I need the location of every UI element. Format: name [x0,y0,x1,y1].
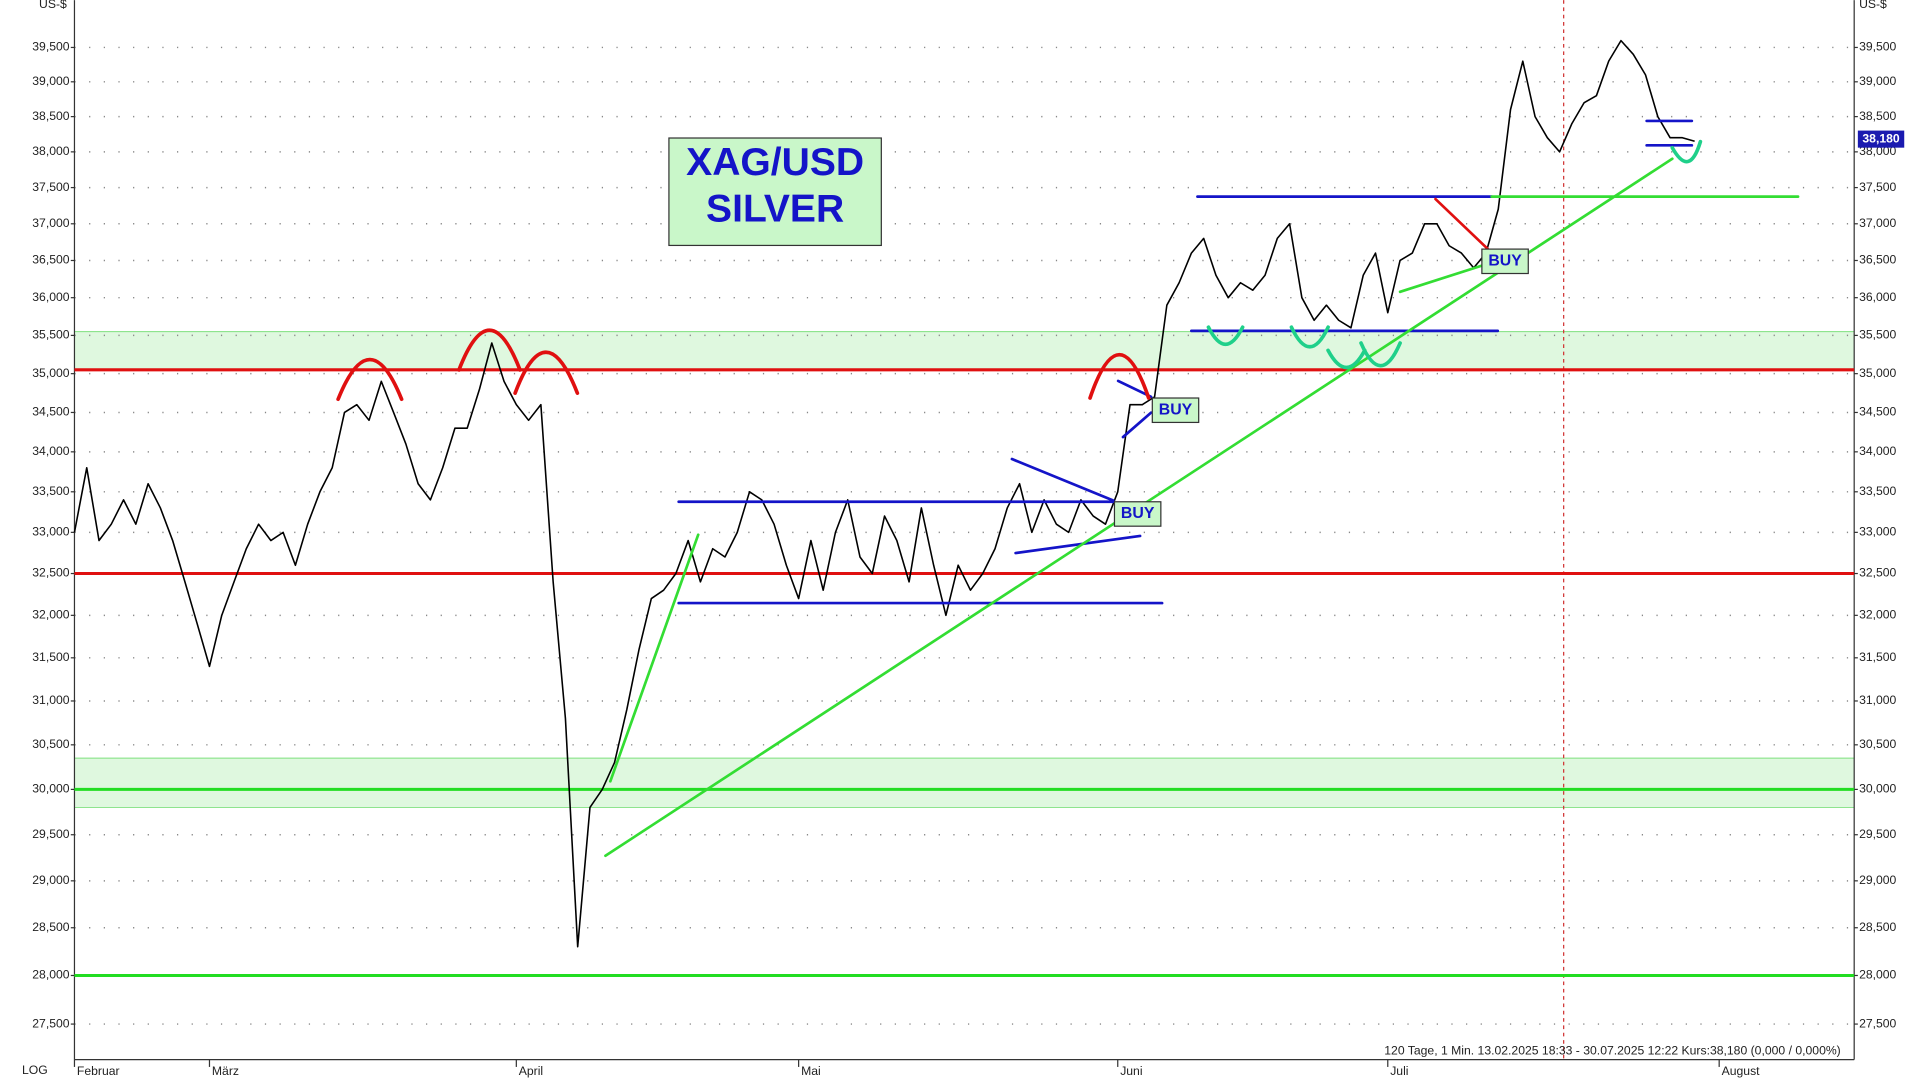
title-box: XAG/USD SILVER [668,137,882,247]
y-tick-label: 37,500 [32,180,69,194]
triangle-line [1121,411,1153,439]
price-line [73,39,1695,948]
y-tick-label: 39,500 [32,40,69,54]
underlay [70,46,1858,1067]
y-tick-label: 31,500 [32,650,69,664]
buy-box: BUY [1113,501,1162,527]
zone [74,758,1855,808]
buy-box-frame [1151,397,1200,424]
y-tick-label: 31,000 [1859,693,1896,707]
y-tick-label: 39,000 [1859,74,1896,88]
y-tick-label: 33,500 [32,484,69,498]
x-tick-label: Juni [1120,1064,1142,1078]
x-tick-label: Juli [1390,1064,1408,1078]
axis-unit: US-$ [1859,0,1887,11]
y-tick-label: 36,500 [32,253,69,267]
y-tick-label: 28,500 [1859,920,1896,934]
y-tick-label: 32,500 [1859,566,1896,580]
y-tick-label: 33,000 [1859,525,1896,539]
buy-label: BUY [1159,401,1193,418]
y-tick-label: 28,000 [32,968,69,982]
zone [74,331,1855,370]
y-tick-label: 34,500 [1859,405,1896,419]
y-tick-label: 33,000 [32,525,69,539]
y-tick-label: 29,000 [32,873,69,887]
scale-label: LOG [22,1063,48,1077]
bottom-arc [1670,139,1703,164]
y-tick-label: 34,000 [32,444,69,458]
y-tick-label: 34,500 [32,405,69,419]
x-tick-label: Mai [801,1064,821,1078]
trend-line [1398,261,1493,294]
bottom-arc [1359,341,1402,368]
y-tick-label: 35,500 [1859,328,1896,342]
y-tick-label: 28,000 [1859,968,1896,982]
y-tick-label: 31,500 [1859,650,1896,664]
y-tick-label: 35,000 [1859,366,1896,380]
triangle-line [1010,457,1115,502]
y-tick-label: 34,000 [1859,444,1896,458]
y-tick-label: 37,500 [1859,180,1896,194]
y-tick-label: 36,000 [32,290,69,304]
triangle-line [1014,534,1142,555]
y-tick-label: 30,500 [1859,737,1896,751]
y-tick-label: 30,000 [1859,782,1896,796]
bottom-arc [1206,325,1245,347]
y-tick-label: 32,000 [1859,608,1896,622]
y-tick-label: 30,000 [32,782,69,796]
y-tick-label: 36,500 [1859,253,1896,267]
buy-box-frame [1481,248,1529,275]
y-tick-label: 37,000 [32,216,69,230]
top-arc [457,328,522,372]
chart-title: XAG/USD [686,141,864,184]
x-tick-label: April [519,1064,543,1078]
y-tick-label: 29,500 [32,827,69,841]
y-tick-label: 27,500 [1859,1016,1896,1030]
buy-box: BUY [1151,397,1200,424]
y-tick-label: 39,500 [1859,40,1896,54]
y-tick-label: 37,000 [1859,216,1896,230]
trend-line [608,533,700,783]
x-tick-label: März [212,1064,239,1078]
bottom-arc [1326,348,1367,370]
bottom-arc [1289,325,1330,349]
x-tick-label: Februar [77,1064,120,1078]
x-tick-label: August [1722,1064,1761,1078]
y-tick-label: 33,500 [1859,484,1896,498]
top-arc [513,350,580,395]
top-arc [1088,352,1151,400]
y-tick-label: 36,000 [1859,290,1896,304]
top-arc [336,357,404,402]
buy-box: BUY [1481,248,1529,275]
y-tick-label: 35,000 [32,366,69,380]
y-tick-label: 38,500 [1859,109,1896,123]
trend-line [1434,197,1491,252]
last-price-label: 38,180 [1862,131,1899,145]
chart-title: SILVER [706,188,844,231]
y-tick-label: 38,000 [32,144,69,158]
title-frame [668,137,882,247]
buy-box-frame [1113,501,1162,527]
y-tick-label: 27,500 [32,1016,69,1030]
y-tick-label: 28,500 [32,920,69,934]
buy-label: BUY [1488,252,1522,269]
y-tick-label: 31,000 [32,693,69,707]
marks [73,39,1855,978]
footer: 120 Tage, 1 Min. 13.02.2025 18:33 - 30.0… [1384,1043,1840,1057]
last-price-box [1857,130,1905,148]
y-tick-label: 35,500 [32,328,69,342]
axis-unit: US-$ [39,0,67,11]
y-tick-label: 30,500 [32,737,69,751]
y-tick-label: 38,500 [32,109,69,123]
y-tick-label: 29,000 [1859,873,1896,887]
y-tick-label: 32,000 [32,608,69,622]
y-tick-label: 32,500 [32,566,69,580]
y-tick-label: 39,000 [32,74,69,88]
buy-label: BUY [1121,505,1155,522]
y-tick-label: 29,500 [1859,827,1896,841]
